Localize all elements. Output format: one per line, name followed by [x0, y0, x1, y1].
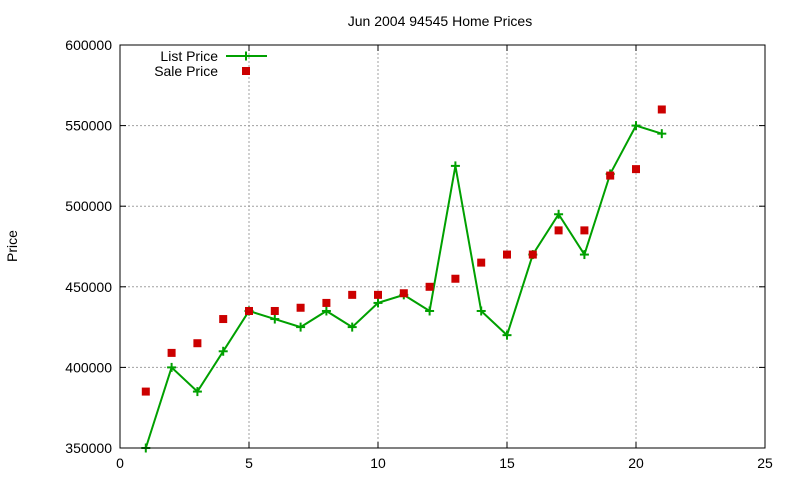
list-price-point — [579, 250, 589, 260]
sale-price-point — [657, 105, 666, 114]
sale-price-point — [245, 306, 253, 315]
sale-price-point — [503, 250, 511, 259]
list-price-point — [373, 298, 383, 308]
y-tick-label: 500000 — [65, 198, 112, 214]
data-series — [141, 105, 667, 453]
y-tick-label: 450000 — [65, 279, 112, 295]
axis-ticks: 0 5 10 15 20 25 350000 400000 450000 500000 550000… — [65, 37, 773, 471]
chart-title: Jun 2004 94545 Home Prices — [348, 13, 532, 29]
x-tick-label: 10 — [370, 455, 386, 471]
list-price-point — [476, 306, 486, 316]
legend-label-sale-price: Sale Price — [154, 63, 218, 79]
plot-border — [119, 44, 766, 449]
list-price-point — [631, 121, 641, 131]
sale-price-point — [141, 387, 150, 396]
list-price-point — [347, 322, 357, 332]
list-price-point — [296, 322, 306, 332]
y-tick-label: 400000 — [65, 359, 112, 375]
list-price-point — [270, 314, 280, 324]
sale-price-point — [425, 282, 434, 291]
sale-price-point — [554, 226, 563, 235]
y-tick-label: 550000 — [65, 118, 112, 134]
y-tick-label: 600000 — [65, 37, 112, 53]
list-price-point — [321, 306, 331, 316]
list-price-point — [502, 330, 512, 340]
sale-price-point — [374, 290, 382, 299]
y-axis-label: Price — [4, 230, 20, 262]
sale-price-point — [580, 226, 589, 235]
sale-price-point — [270, 306, 279, 315]
x-tick-label: 15 — [499, 455, 515, 471]
x-tick-label: 25 — [757, 455, 773, 471]
x-tick-label: 20 — [628, 455, 644, 471]
sale-price-point — [632, 165, 640, 174]
list-price-point — [450, 161, 460, 171]
sale-price-point — [167, 348, 176, 357]
legend-label-list-price: List Price — [160, 48, 218, 64]
y-tick-label: 350000 — [65, 440, 112, 456]
sale-price-point — [322, 298, 331, 307]
sale-price-point — [606, 171, 615, 180]
legend-marker-sale-price — [242, 67, 250, 75]
sale-price-point — [528, 250, 537, 259]
sale-price-point — [193, 339, 202, 348]
x-tick-label: 5 — [245, 455, 253, 471]
legend-marker-list-price — [241, 51, 251, 61]
list-price-point — [192, 387, 202, 397]
grid-lines — [120, 45, 765, 448]
sale-price-point — [399, 289, 408, 298]
sale-price-point — [219, 315, 228, 324]
list-price-point — [554, 209, 564, 219]
sale-price-point — [477, 258, 486, 267]
list-price-point — [425, 306, 435, 316]
x-tick-label: 0 — [116, 455, 124, 471]
list-price-point — [657, 129, 667, 139]
list-price-point — [167, 362, 177, 372]
sale-price-point — [296, 303, 305, 312]
list-price-point — [218, 346, 228, 356]
sale-price-point — [451, 274, 460, 283]
sale-price-point — [348, 290, 357, 299]
